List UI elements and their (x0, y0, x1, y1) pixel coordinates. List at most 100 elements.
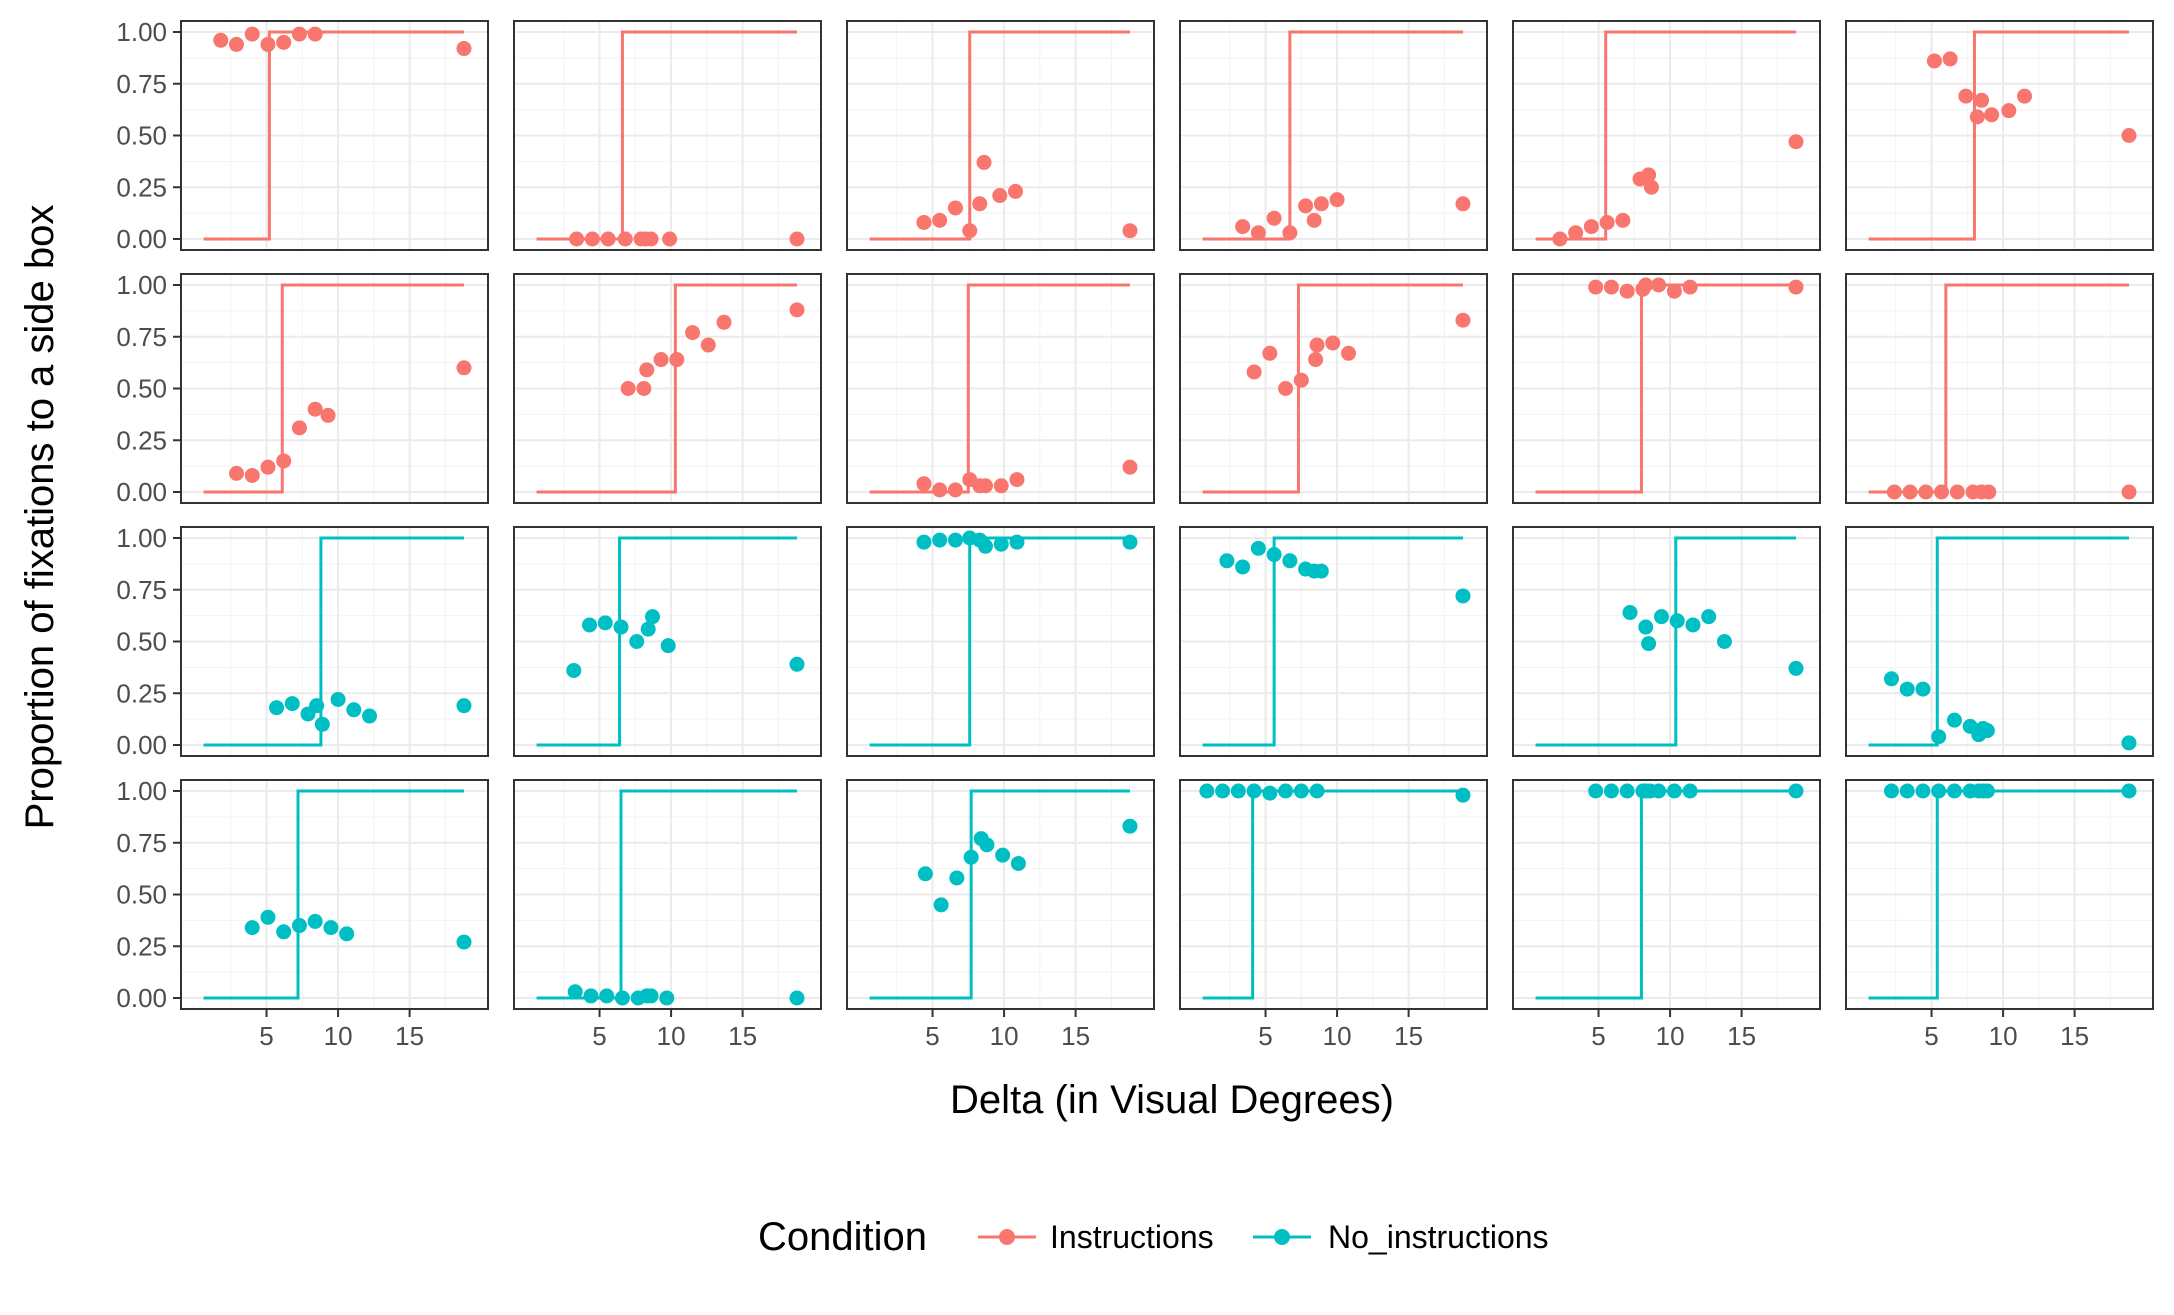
data-point (977, 478, 993, 494)
data-point (977, 538, 993, 554)
data-point (993, 536, 1009, 552)
data-point (1250, 540, 1266, 556)
data-point (2017, 88, 2033, 104)
data-point (1309, 337, 1325, 353)
data-point (1009, 534, 1025, 550)
data-point (1306, 212, 1322, 228)
legend-item-instructions: Instructions (978, 1219, 1214, 1255)
facet-panel-1 (180, 20, 489, 251)
data-point (1641, 167, 1657, 183)
data-point (244, 920, 260, 936)
data-point (933, 897, 949, 913)
data-point (2121, 128, 2137, 143)
facet-panel-17 (1512, 526, 1821, 757)
data-point (643, 231, 659, 247)
data-point (330, 691, 346, 707)
data-point (1979, 723, 1995, 739)
data-point (947, 532, 963, 548)
data-point (1603, 279, 1619, 295)
data-point (1246, 364, 1262, 380)
data-point (1666, 783, 1682, 799)
x-tick-label: 15 (728, 1021, 757, 1051)
data-point (1918, 484, 1934, 500)
data-point (1293, 372, 1309, 388)
facet-panel-24 (1845, 779, 2154, 1010)
data-point (307, 26, 323, 42)
facet-panel-18 (1845, 526, 2154, 757)
legend-title: Condition (758, 1215, 927, 1259)
data-point (1682, 783, 1698, 799)
data-point (1788, 279, 1804, 295)
y-tick-label: 0.75 (116, 575, 167, 605)
data-point (916, 534, 932, 550)
data-point (1946, 783, 1962, 799)
y-tick-label: 1.00 (116, 776, 167, 806)
x-tick-label: 10 (1989, 1021, 2018, 1051)
data-point (949, 870, 965, 886)
data-point (700, 337, 716, 353)
data-point (1902, 484, 1918, 500)
facet-panel-10 (1179, 273, 1488, 504)
step-line (869, 283, 1130, 494)
facet-panel-19 (180, 779, 489, 1010)
y-tick-label: 1.00 (116, 523, 167, 553)
data-point (1643, 179, 1659, 195)
data-point (1619, 283, 1635, 299)
y-tick-label: 0.25 (116, 678, 167, 708)
data-point (569, 231, 585, 247)
data-point (284, 696, 300, 712)
facet-panel-12 (1845, 273, 2154, 504)
panel-border (1179, 526, 1488, 757)
data-point (291, 26, 307, 42)
data-point (1282, 553, 1298, 569)
data-point (307, 401, 323, 417)
legend-label-instructions: Instructions (1050, 1219, 1214, 1255)
x-tick-label: 5 (259, 1021, 273, 1051)
panel-border (513, 526, 822, 757)
data-point (276, 34, 292, 50)
panel-border (1179, 20, 1488, 251)
y-tick-label: 0.50 (116, 121, 167, 151)
x-axis-title: Delta (in Visual Degrees) (950, 1078, 1394, 1122)
panel-border (1512, 779, 1821, 1010)
panel-border (1845, 20, 2154, 251)
data-point (685, 325, 701, 341)
x-tick-label: 10 (657, 1021, 686, 1051)
data-point (260, 36, 276, 52)
legend-key-no-instructions-dot (1274, 1229, 1290, 1245)
data-point (213, 32, 229, 48)
y-tick-label: 0.50 (116, 374, 167, 404)
data-point (1455, 312, 1471, 328)
data-point (1984, 107, 2000, 123)
data-point (932, 532, 948, 548)
step-line (1535, 536, 1796, 747)
data-point (1308, 352, 1324, 368)
data-point (2121, 783, 2137, 799)
data-point (260, 459, 276, 475)
facet-panel-22 (1179, 779, 1488, 1010)
data-point (1666, 283, 1682, 299)
data-point (620, 381, 636, 396)
data-point (1235, 559, 1251, 575)
data-point (1246, 783, 1262, 799)
data-point (1298, 198, 1314, 214)
x-tick-label: 15 (1727, 1021, 1756, 1051)
step-line (869, 536, 1130, 747)
data-point (1266, 547, 1282, 563)
data-point (1638, 619, 1654, 635)
data-point (789, 656, 805, 672)
data-point (1293, 783, 1309, 799)
axis-ticks: 0.00 0.25 0.50 0.75 1.00 0.00 0.25 0.50 0.75 1.00… (116, 17, 2089, 1051)
data-point (1583, 219, 1599, 235)
facet-panel-9 (846, 273, 1155, 504)
data-point (1958, 88, 1974, 104)
data-point (307, 913, 323, 929)
data-point (584, 231, 600, 247)
y-tick-label: 0.50 (116, 627, 167, 657)
step-line (1202, 789, 1463, 1000)
data-point (917, 866, 933, 882)
step-line (203, 789, 464, 1000)
data-point (1122, 223, 1138, 239)
panel-border (846, 273, 1155, 504)
data-point (1313, 196, 1329, 212)
